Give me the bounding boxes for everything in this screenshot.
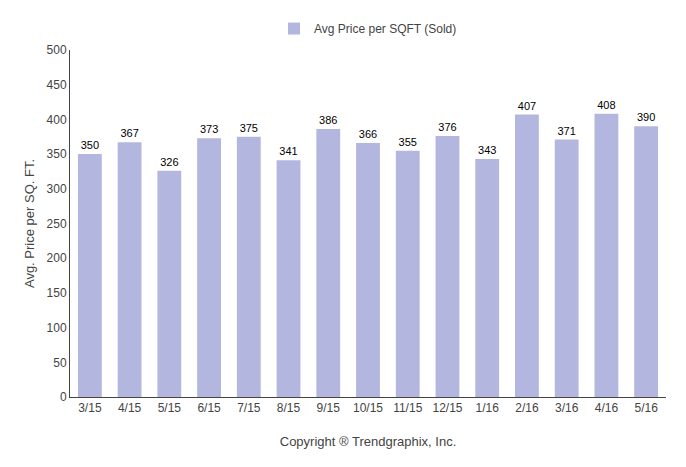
svg-text:Avg. Price per SQ. FT.: Avg. Price per SQ. FT. — [22, 159, 37, 288]
svg-text:4/15: 4/15 — [118, 401, 142, 415]
svg-text:350: 350 — [47, 147, 67, 161]
svg-text:Avg Price per SQFT (Sold): Avg Price per SQFT (Sold) — [314, 22, 456, 36]
svg-text:366: 366 — [359, 128, 377, 140]
svg-text:341: 341 — [279, 145, 297, 157]
svg-text:7/15: 7/15 — [237, 401, 261, 415]
svg-text:8/15: 8/15 — [277, 401, 301, 415]
svg-text:343: 343 — [478, 144, 496, 156]
svg-text:200: 200 — [47, 251, 67, 265]
svg-text:250: 250 — [47, 217, 67, 231]
svg-text:1/16: 1/16 — [476, 401, 500, 415]
svg-text:10/15: 10/15 — [353, 401, 383, 415]
svg-text:376: 376 — [438, 121, 456, 133]
svg-text:408: 408 — [597, 99, 615, 111]
svg-text:375: 375 — [240, 122, 258, 134]
svg-text:9/15: 9/15 — [317, 401, 341, 415]
svg-text:12/15: 12/15 — [432, 401, 462, 415]
svg-text:400: 400 — [47, 113, 67, 127]
svg-text:450: 450 — [47, 78, 67, 92]
svg-text:5/16: 5/16 — [634, 401, 658, 415]
svg-text:0: 0 — [60, 390, 67, 404]
svg-text:500: 500 — [47, 43, 67, 57]
svg-text:50: 50 — [53, 356, 67, 370]
svg-text:407: 407 — [518, 100, 536, 112]
svg-text:150: 150 — [47, 286, 67, 300]
svg-text:367: 367 — [120, 127, 138, 139]
svg-text:355: 355 — [399, 136, 417, 148]
svg-text:371: 371 — [557, 125, 575, 137]
svg-text:4/16: 4/16 — [595, 401, 619, 415]
svg-text:373: 373 — [200, 123, 218, 135]
svg-text:2/16: 2/16 — [515, 401, 539, 415]
svg-text:11/15: 11/15 — [393, 401, 422, 415]
svg-text:5/15: 5/15 — [158, 401, 182, 415]
svg-text:Copyright ® Trendgraphix, Inc.: Copyright ® Trendgraphix, Inc. — [280, 434, 457, 449]
svg-text:326: 326 — [160, 156, 178, 168]
svg-text:100: 100 — [47, 321, 67, 335]
svg-text:3/15: 3/15 — [78, 401, 102, 415]
svg-text:300: 300 — [47, 182, 67, 196]
svg-text:350: 350 — [81, 139, 99, 151]
svg-text:386: 386 — [319, 114, 337, 126]
svg-text:390: 390 — [637, 111, 655, 123]
svg-text:6/15: 6/15 — [197, 401, 221, 415]
svg-text:3/16: 3/16 — [555, 401, 579, 415]
